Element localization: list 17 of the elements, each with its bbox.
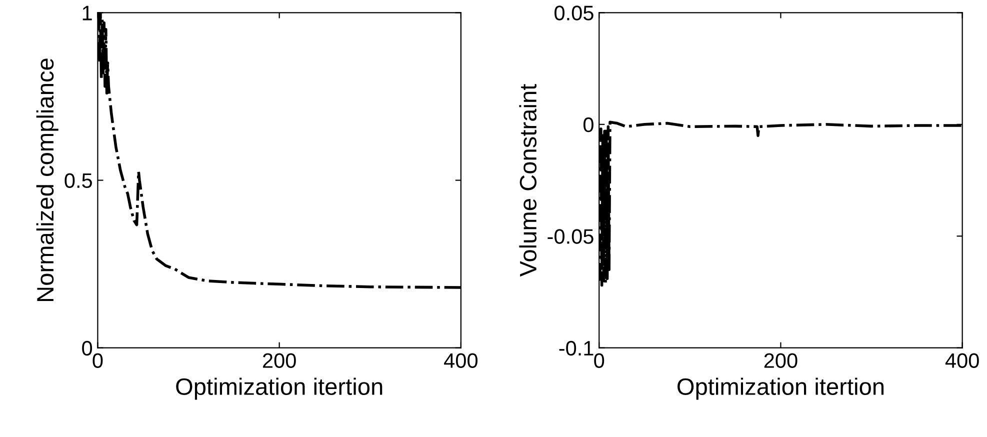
x-tick-label: 0 bbox=[92, 353, 103, 368]
x-tick-label: 400 bbox=[444, 353, 478, 368]
y-tick-label: -0.05 bbox=[548, 229, 594, 244]
x-axis-title: Optimization itertion bbox=[678, 378, 884, 400]
y-tick-label: 0.05 bbox=[554, 6, 594, 20]
y-tick-label: 1 bbox=[82, 6, 92, 20]
y-axis-title: Volume Constraint bbox=[519, 84, 537, 277]
x-tick-label: 200 bbox=[764, 353, 798, 368]
y-axis-title: Normalized compliance bbox=[36, 58, 58, 302]
y-tick-label: 0 bbox=[583, 117, 594, 132]
y-tick-label: 0 bbox=[82, 340, 92, 356]
x-tick-label: 0 bbox=[594, 353, 604, 368]
x-tick-label: 200 bbox=[262, 353, 296, 368]
y-tick-label: -0.1 bbox=[559, 340, 594, 356]
x-tick-label: 400 bbox=[945, 353, 979, 368]
x-axis-title: Optimization itertion bbox=[176, 378, 382, 400]
y-tick-label: 0.5 bbox=[64, 173, 92, 188]
